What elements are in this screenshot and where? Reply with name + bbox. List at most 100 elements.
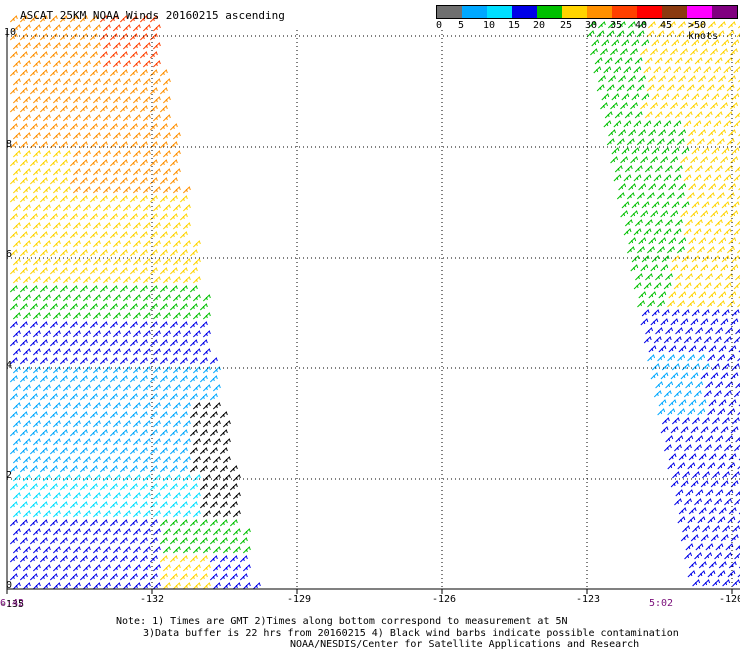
- wind-barb: [69, 51, 78, 59]
- wind-barb: [192, 312, 201, 320]
- wind-barb: [162, 294, 171, 302]
- wind-barb: [99, 573, 108, 581]
- wind-barb: [646, 138, 655, 146]
- wind-barb: [22, 420, 31, 428]
- wind-barb: [132, 222, 141, 230]
- wind-barb: [192, 240, 201, 248]
- wind-barb: [129, 555, 138, 563]
- wind-barb: [29, 159, 38, 167]
- wind-barb: [644, 219, 653, 227]
- wind-barb: [670, 372, 679, 380]
- wind-barb: [735, 274, 740, 281]
- wind-barb: [731, 93, 740, 101]
- wind-barb: [668, 453, 677, 461]
- wind-barb: [702, 471, 710, 479]
- wind-barb: [92, 420, 101, 428]
- wind-barb: [129, 105, 138, 113]
- wind-barb: [179, 411, 188, 419]
- wind-barb: [12, 150, 21, 158]
- wind-barb: [690, 102, 698, 110]
- wind-barb: [674, 498, 682, 506]
- wind-barb: [52, 420, 61, 428]
- wind-barb: [727, 408, 736, 416]
- wind-barb: [179, 339, 188, 347]
- wind-barb: [129, 123, 138, 131]
- wind-barb: [169, 285, 178, 293]
- wind-barb: [713, 390, 722, 398]
- wind-barb: [734, 552, 740, 560]
- wind-barb: [142, 402, 151, 410]
- wind-barb: [79, 303, 88, 311]
- wind-barb: [89, 249, 98, 257]
- wind-barb: [199, 429, 208, 437]
- wind-barb: [102, 294, 111, 302]
- wind-barb: [102, 276, 111, 284]
- wind-barb: [656, 30, 665, 38]
- wind-barb: [159, 573, 168, 581]
- wind-barb: [681, 39, 690, 47]
- wind-barb: [19, 501, 28, 509]
- wind-barb: [169, 519, 178, 527]
- wind-barb: [731, 309, 740, 317]
- wind-barb: [718, 237, 727, 245]
- wind-barb: [606, 138, 615, 146]
- wind-barb: [192, 438, 201, 446]
- wind-barb: [32, 114, 41, 122]
- wind-barb: [182, 222, 191, 230]
- wind-barb: [42, 582, 51, 590]
- wind-barb: [32, 366, 41, 374]
- wind-barb: [112, 150, 121, 158]
- wind-barb: [708, 237, 717, 245]
- wind-barb: [591, 39, 600, 47]
- wind-barb: [179, 537, 188, 545]
- wind-barb: [631, 255, 640, 263]
- wind-barb: [714, 111, 723, 119]
- x-tick-label: -120: [719, 594, 740, 605]
- wind-barb: [704, 57, 713, 65]
- wind-barb: [29, 177, 38, 185]
- wind-barb: [700, 210, 709, 218]
- wind-barb: [623, 228, 632, 236]
- wind-barb: [700, 480, 709, 488]
- wind-barb: [668, 399, 677, 407]
- wind-barb: [49, 51, 58, 59]
- wind-barb: [697, 570, 706, 578]
- wind-barb: [29, 123, 38, 131]
- wind-barb: [162, 384, 171, 392]
- wind-barb: [122, 330, 131, 338]
- wind-barb: [199, 393, 208, 401]
- wind-barb: [179, 249, 188, 257]
- wind-barb: [9, 15, 18, 23]
- wind-barb: [670, 426, 679, 434]
- wind-barb: [42, 276, 51, 284]
- wind-barb: [79, 321, 88, 329]
- wind-barb: [32, 474, 41, 482]
- wind-barb: [119, 375, 128, 383]
- wind-barb: [59, 123, 68, 131]
- wind-barb: [707, 408, 716, 416]
- wind-barb: [22, 492, 31, 500]
- wind-barb: [671, 201, 680, 209]
- wind-barb: [722, 525, 730, 533]
- wind-barb: [618, 129, 626, 137]
- wind-barb: [202, 564, 211, 572]
- wind-barb: [29, 429, 38, 437]
- wind-barb: [39, 447, 48, 455]
- wind-barb: [710, 210, 719, 218]
- wind-barb: [122, 240, 131, 248]
- wind-barb: [665, 381, 674, 389]
- wind-barb: [129, 231, 138, 239]
- wind-barb: [59, 51, 68, 59]
- wind-barb: [119, 231, 128, 239]
- wind-barb: [32, 132, 41, 140]
- wind-barb: [92, 78, 101, 86]
- wind-barb: [149, 429, 158, 437]
- wind-barb: [658, 75, 666, 83]
- wind-barb: [29, 267, 38, 275]
- wind-barb: [29, 321, 38, 329]
- wind-barb: [142, 96, 151, 104]
- wind-barb: [19, 231, 28, 239]
- wind-barb: [721, 93, 730, 101]
- wind-barb: [102, 456, 111, 464]
- wind-barb: [202, 474, 211, 482]
